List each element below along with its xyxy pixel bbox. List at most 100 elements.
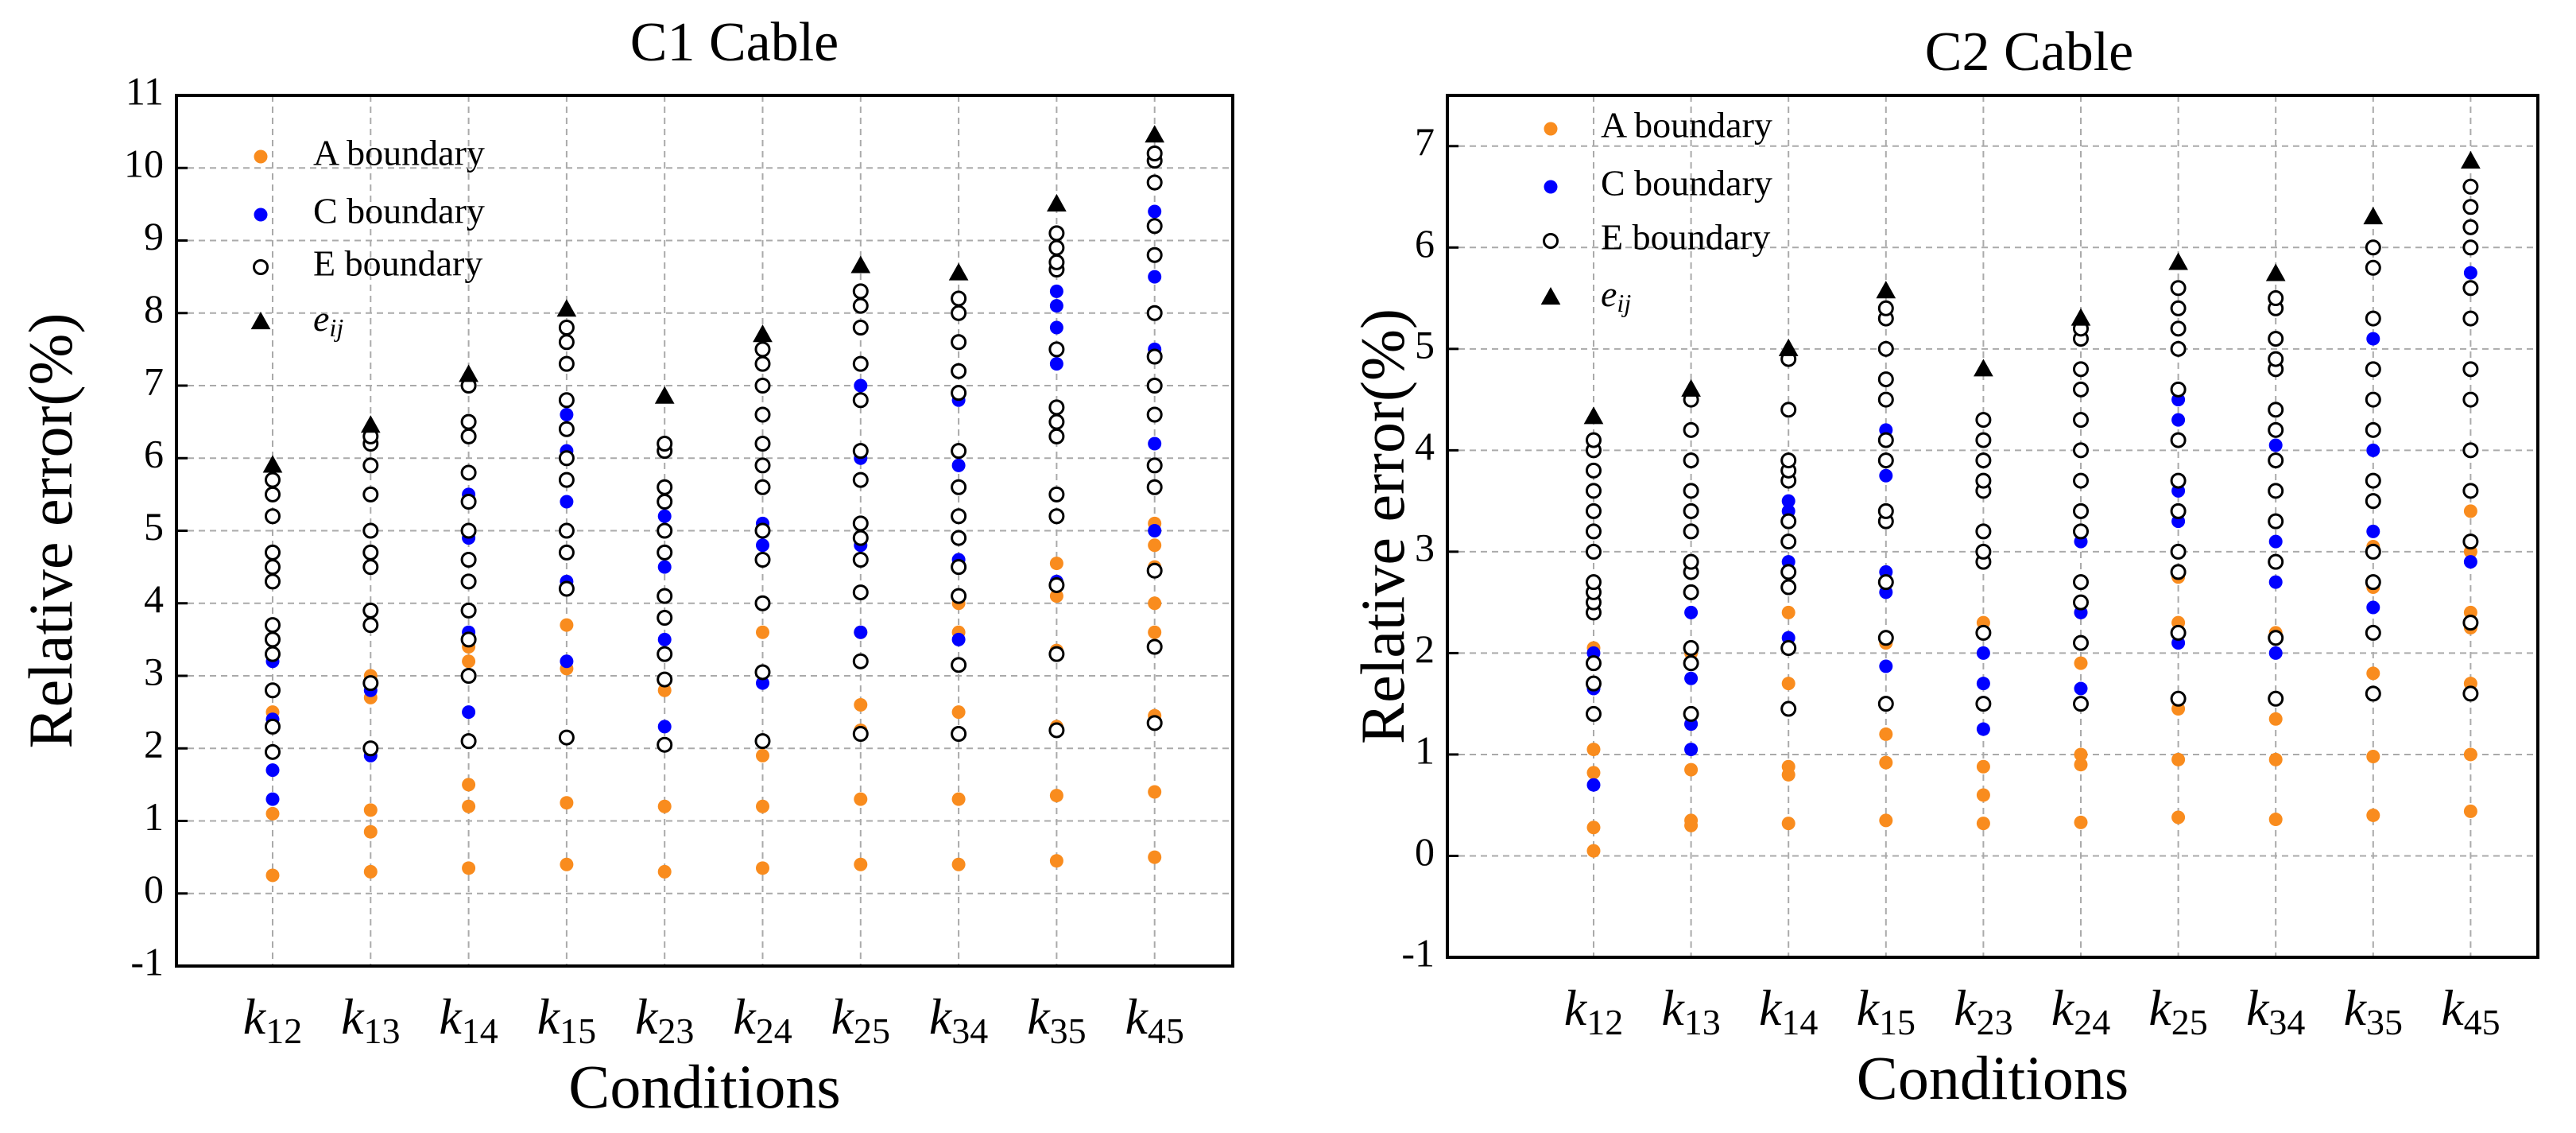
point <box>558 729 575 746</box>
point <box>852 653 869 669</box>
point <box>1683 584 1699 600</box>
point <box>2170 340 2187 357</box>
point <box>2268 630 2284 646</box>
point <box>1684 671 1699 685</box>
plot-frame <box>175 94 1234 968</box>
x-tick-label: k15 <box>1857 980 1916 1042</box>
point <box>2171 752 2186 766</box>
point <box>460 733 477 750</box>
x-axis-label: Conditions <box>568 1052 840 1121</box>
point <box>2366 524 2380 538</box>
point <box>852 471 869 488</box>
point <box>2170 690 2187 707</box>
y-tick-label: 5 <box>144 504 164 549</box>
point <box>1974 359 1993 377</box>
point <box>1778 338 1799 356</box>
x-axis-label: Conditions <box>1857 1043 2129 1112</box>
point <box>2168 252 2188 270</box>
point <box>362 486 379 502</box>
y-tick-label: 7 <box>1415 119 1435 164</box>
point <box>1976 817 1990 831</box>
point <box>362 544 379 561</box>
point <box>1683 523 1699 540</box>
legend-marker <box>1544 122 1558 136</box>
point <box>1049 557 1063 571</box>
y-tick-label: 10 <box>124 142 164 186</box>
point <box>2073 361 2089 378</box>
point <box>556 299 577 317</box>
point <box>2268 290 2284 307</box>
point <box>2463 555 2477 569</box>
point <box>657 736 673 753</box>
point <box>754 378 771 394</box>
point <box>850 255 871 274</box>
point <box>1048 508 1065 525</box>
point <box>657 544 673 561</box>
point <box>2462 310 2479 327</box>
point <box>852 283 869 300</box>
x-tick-label: k14 <box>439 988 498 1051</box>
point <box>657 436 673 452</box>
point <box>1684 813 1699 828</box>
point <box>754 457 771 474</box>
point <box>1586 483 1602 499</box>
point <box>1879 813 1893 828</box>
point <box>2366 666 2380 681</box>
chart-title: C1 Cable <box>630 12 839 73</box>
point <box>362 675 379 692</box>
point <box>756 861 769 875</box>
point <box>265 743 281 760</box>
point <box>754 479 771 495</box>
point <box>1879 755 1893 770</box>
point <box>2365 685 2381 702</box>
point <box>362 559 379 576</box>
y-tick-label: 6 <box>1415 221 1435 266</box>
point <box>754 552 771 568</box>
point <box>265 544 281 561</box>
x-tick-label: k34 <box>929 988 988 1051</box>
point <box>753 324 773 343</box>
point <box>854 698 868 712</box>
point <box>2365 391 2381 408</box>
point <box>1146 715 1163 731</box>
point <box>951 479 967 495</box>
point <box>1148 538 1162 553</box>
point <box>2170 543 2187 560</box>
point <box>1049 589 1063 603</box>
point <box>558 320 575 336</box>
point <box>362 602 379 619</box>
point <box>2365 421 2381 438</box>
point <box>756 625 769 639</box>
chart-title: C2 Cable <box>1925 21 2133 83</box>
legend-label: E boundary <box>1601 217 1770 258</box>
point <box>2365 574 2381 591</box>
point <box>363 803 378 817</box>
point <box>265 471 281 488</box>
legend-marker <box>250 312 271 330</box>
point <box>657 799 672 813</box>
point <box>1586 462 1602 479</box>
point <box>2170 280 2187 297</box>
point <box>560 796 574 810</box>
point <box>460 428 477 444</box>
point <box>1780 534 1797 550</box>
point <box>1148 270 1162 284</box>
point <box>1048 722 1065 739</box>
point <box>754 664 771 681</box>
point <box>1684 605 1699 619</box>
point <box>1048 254 1065 270</box>
legend-marker <box>1540 287 1561 305</box>
point <box>460 522 477 539</box>
point <box>1683 705 1699 722</box>
legend-marker <box>254 149 268 164</box>
legend-label: C boundary <box>313 191 485 231</box>
point <box>1781 494 1795 508</box>
point <box>1683 421 1699 438</box>
point <box>2462 280 2479 297</box>
point <box>460 602 477 619</box>
point <box>2073 594 2089 611</box>
point <box>2366 332 2380 346</box>
point <box>2365 472 2381 489</box>
y-tick-label: 0 <box>1415 829 1435 874</box>
